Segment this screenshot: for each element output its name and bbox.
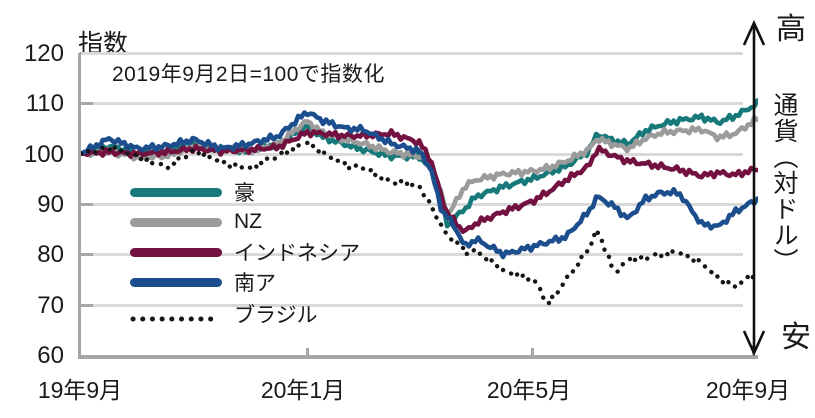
y-tick-label: 70 (37, 291, 64, 319)
plot-area (78, 52, 758, 359)
legend-item-インドネシア: インドネシア (130, 237, 360, 267)
right-axis-label: 通貨（対ドル） (770, 92, 798, 274)
legend-label: 豪 (234, 182, 255, 205)
gridline (81, 203, 743, 206)
y-tick-label: 120 (23, 40, 64, 67)
gridline (81, 52, 743, 55)
high-low-arrow (742, 19, 766, 357)
x-tick-label: 19年9月 (37, 377, 123, 403)
y-axis-tick (81, 253, 93, 256)
legend-swatch (130, 187, 222, 197)
y-axis-tick (81, 203, 93, 206)
x-tick-label: 20年5月 (486, 377, 572, 403)
legend-label: ブラジル (234, 304, 318, 327)
gridline (81, 102, 743, 105)
gridline (81, 253, 743, 256)
series-line-南ア (81, 110, 758, 260)
y-axis-tick (81, 102, 93, 105)
legend-item-南ア: 南ア (130, 267, 276, 297)
chart-lines (81, 98, 758, 307)
x-tick-label: 20年9月 (705, 377, 791, 403)
legend-label: インドネシア (234, 242, 360, 265)
x-tick-label: 20年1月 (260, 377, 346, 403)
y-tick-label: 110 (25, 90, 64, 118)
legend-swatch (130, 247, 222, 257)
y-tick-label: 90 (37, 190, 64, 218)
legend-label: 南ア (234, 272, 276, 295)
legend-swatch (130, 277, 222, 287)
x-axis-tick (531, 348, 535, 355)
legend-label: NZ (234, 210, 262, 233)
legend-swatch (130, 217, 222, 227)
y-tick-label: 100 (23, 140, 64, 168)
legend-item-NZ: NZ (130, 207, 262, 237)
label-currency-high: 高 (776, 13, 806, 46)
y-tick-label: 80 (37, 241, 64, 269)
y-tick-label: 60 (37, 341, 64, 369)
y-axis-tick (81, 304, 93, 307)
x-axis-tick (305, 348, 309, 355)
legend-item-豪: 豪 (130, 177, 255, 207)
legend-item-ブラジル: ブラジル (130, 299, 318, 329)
series-line-ブラジル (81, 138, 758, 307)
legend-swatch (130, 310, 222, 321)
gridline (81, 304, 743, 307)
chart-annotation: 2019年9月2日=100で指数化 (112, 63, 385, 86)
label-currency-low: 安 (781, 321, 811, 354)
